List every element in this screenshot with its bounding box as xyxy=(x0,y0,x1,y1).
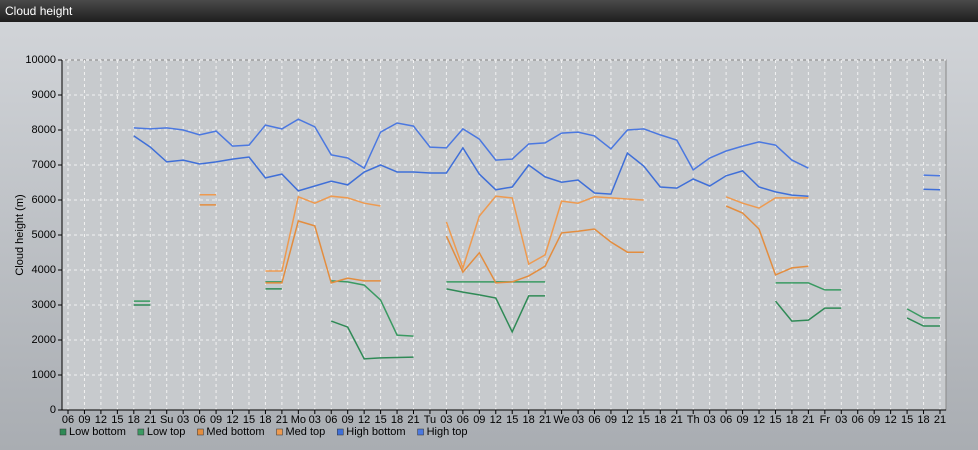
x-tick-label: 12 xyxy=(95,414,107,426)
y-axis-label: Cloud height (m) xyxy=(14,194,26,275)
x-tick-label: 21 xyxy=(671,414,683,426)
legend-marker xyxy=(59,428,67,436)
x-tick-label: 06 xyxy=(852,414,864,426)
x-tick-label: 18 xyxy=(917,414,929,426)
x-tick-label: Su xyxy=(160,414,173,426)
chart: Cloud height (m) 0 1000 2000 3000 4000 5000 60… xyxy=(14,54,947,438)
legend-label: Med top xyxy=(286,426,326,438)
y-tick-label: 4000 xyxy=(32,264,56,276)
x-tick-label: 18 xyxy=(523,414,535,426)
x-tick-label: 06 xyxy=(325,414,337,426)
x-tick-label: 03 xyxy=(835,414,847,426)
series-line xyxy=(133,288,940,360)
x-tick-label: 21 xyxy=(144,414,156,426)
y-tick-label: 8000 xyxy=(32,124,56,136)
x-tick-label: 21 xyxy=(407,414,419,426)
x-tick-label: 18 xyxy=(391,414,403,426)
legend-label: Low bottom xyxy=(69,426,126,438)
x-tick-label: 03 xyxy=(572,414,584,426)
series-line xyxy=(199,194,809,272)
x-tick-label: 06 xyxy=(457,414,469,426)
x-tick-label: 12 xyxy=(358,414,370,426)
y-tick-label: 10000 xyxy=(25,54,56,66)
x-tick-label: Th xyxy=(687,414,700,426)
legend-label: Med bottom xyxy=(206,426,264,438)
x-tick-label: 21 xyxy=(802,414,814,426)
x-tick-label: 18 xyxy=(259,414,271,426)
x-tick-label: 15 xyxy=(111,414,123,426)
y-tick-label: 6000 xyxy=(32,194,56,206)
x-tick-label: 09 xyxy=(342,414,354,426)
x-tick-label: 21 xyxy=(539,414,551,426)
y-tick-label: 2000 xyxy=(32,334,56,346)
legend-marker xyxy=(197,428,204,436)
x-tick-label: 15 xyxy=(506,414,518,426)
x-tick-label: 06 xyxy=(62,414,74,426)
x-tick-label: 06 xyxy=(588,414,600,426)
plot-area xyxy=(61,59,947,411)
x-tick-label: 03 xyxy=(309,414,321,426)
x-tick-label: 21 xyxy=(276,414,288,426)
series-line xyxy=(133,118,941,177)
legend-marker xyxy=(276,428,283,436)
series-line xyxy=(199,204,809,284)
x-tick-label: 03 xyxy=(177,414,189,426)
x-tick-label: 03 xyxy=(704,414,716,426)
x-tick-label: 06 xyxy=(193,414,205,426)
x-tick-label: 09 xyxy=(605,414,617,426)
y-tick-label: 1000 xyxy=(32,369,56,381)
x-tick-label: 12 xyxy=(621,414,633,426)
x-tick-label: 12 xyxy=(490,414,502,426)
y-tick-label: 7000 xyxy=(32,159,56,171)
legend-label: High top xyxy=(427,426,468,438)
legend-marker xyxy=(137,428,145,436)
x-tick-label: 06 xyxy=(720,414,732,426)
x-tick-label: 21 xyxy=(934,414,946,426)
x-tick-label: 18 xyxy=(654,414,666,426)
x-tick-label: Mo xyxy=(291,414,306,426)
x-tick-label: 12 xyxy=(885,414,897,426)
x-tick-label: 09 xyxy=(473,414,485,426)
x-tick-label: We xyxy=(553,414,569,426)
x-tick-label: 15 xyxy=(374,414,386,426)
y-tick-label: 3000 xyxy=(32,299,56,311)
x-tick-label: Tu xyxy=(424,414,436,426)
y-tick-label: 9000 xyxy=(32,89,56,101)
x-tick-label: 15 xyxy=(901,414,913,426)
x-tick-label: Fr xyxy=(820,414,831,426)
x-tick-label: 09 xyxy=(736,414,748,426)
x-tick-label: 03 xyxy=(440,414,452,426)
legend-marker xyxy=(337,428,344,436)
x-tick-label: 15 xyxy=(243,414,255,426)
legend-marker xyxy=(417,428,424,436)
y-tick-label: 0 xyxy=(50,404,56,416)
x-tick-label: 15 xyxy=(769,414,781,426)
x-tick-label: 18 xyxy=(128,414,140,426)
y-tick-label: 5000 xyxy=(32,229,56,241)
legend-label: Low top xyxy=(147,426,186,438)
legend-label: High bottom xyxy=(346,426,405,438)
window-title: Cloud height xyxy=(0,0,978,22)
x-tick-label: 09 xyxy=(210,414,222,426)
x-tick-label: 12 xyxy=(753,414,765,426)
x-tick-label: 12 xyxy=(226,414,238,426)
x-tick-label: 15 xyxy=(638,414,650,426)
x-tick-label: 09 xyxy=(868,414,880,426)
x-tick-label: 09 xyxy=(78,414,90,426)
x-tick-label: 18 xyxy=(786,414,798,426)
series-line xyxy=(133,135,941,197)
